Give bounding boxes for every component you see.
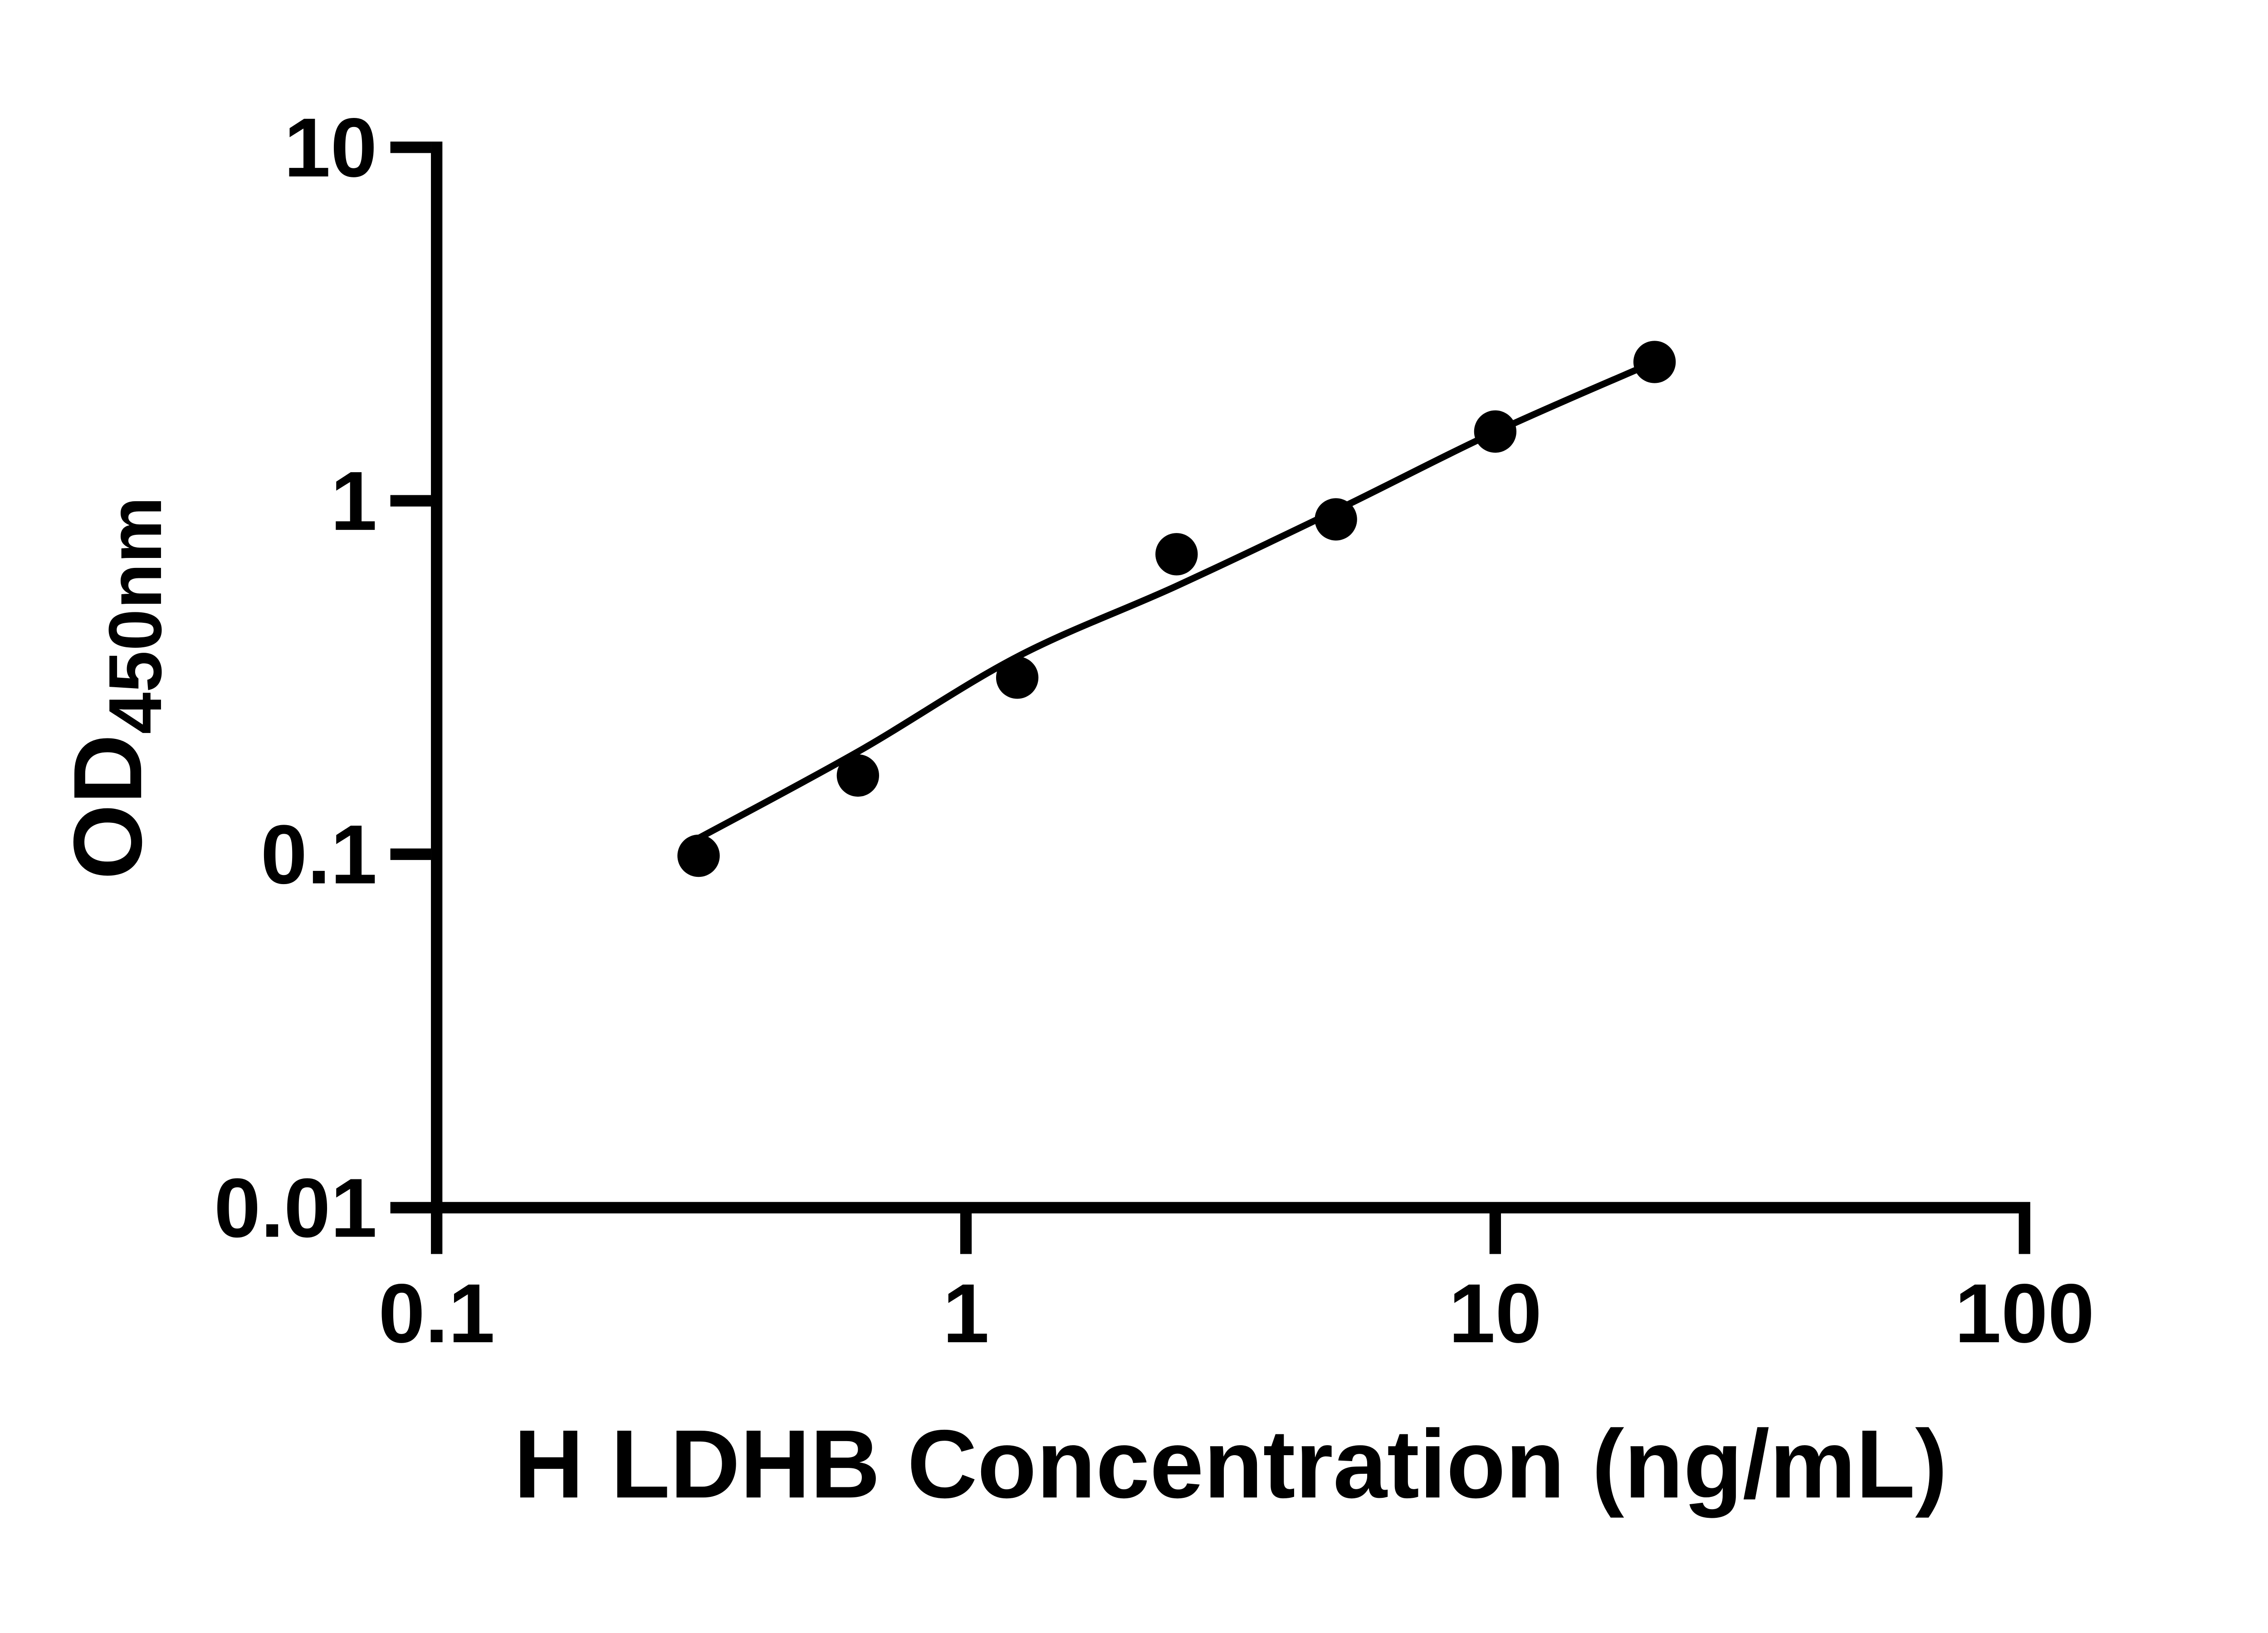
- axes: [431, 142, 2030, 1214]
- axis-ticks: [390, 142, 2030, 1254]
- y-tick-label: 0.01: [214, 1162, 377, 1255]
- data-point-marker: [996, 656, 1039, 699]
- data-point-marker: [836, 754, 880, 797]
- data-point-marker: [677, 834, 720, 877]
- y-tick-label: 10: [284, 101, 377, 195]
- data-point-marker: [1633, 341, 1676, 383]
- data-point-marker: [1474, 410, 1517, 453]
- y-axis-title: OD450nm: [54, 497, 177, 880]
- y-tick-label: 1: [331, 455, 377, 548]
- data-point-marker: [1155, 533, 1198, 576]
- plot-series: [677, 341, 1676, 877]
- elisa-standard-curve-figure: 10 1 0.1 0.01 0.1 1 10 100 H LDHB Concentration…: [0, 0, 2268, 1588]
- y-axis-title-main: OD: [54, 734, 162, 880]
- x-axis-title: H LDHB Concentration (ng/mL): [514, 1410, 1948, 1518]
- y-tick-label: 0.1: [261, 808, 377, 901]
- x-tick-label: 0.1: [378, 1267, 495, 1360]
- data-point-marker: [1315, 498, 1357, 541]
- x-tick-label: 1: [943, 1267, 989, 1360]
- chart-background: [0, 0, 2268, 1588]
- x-tick-label: 100: [1955, 1267, 2094, 1360]
- y-axis-title-subscript: 450nm: [93, 497, 177, 734]
- x-tick-label: 10: [1449, 1267, 1542, 1360]
